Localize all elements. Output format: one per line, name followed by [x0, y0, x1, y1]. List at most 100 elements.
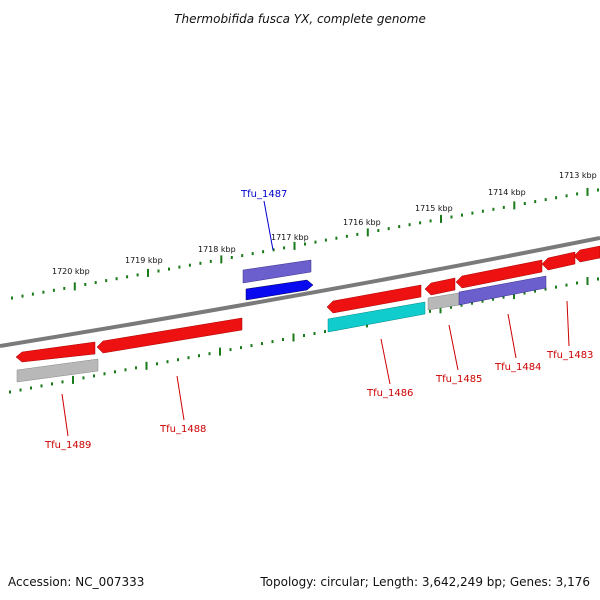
inner-tick — [103, 372, 106, 376]
outer-tick — [147, 268, 149, 277]
inner-tick — [19, 388, 22, 392]
outer-tick — [377, 229, 380, 232]
gene-arrow-tfu-1485[interactable] — [424, 277, 456, 296]
leader-tfu-1484 — [507, 313, 517, 359]
inner-tick — [324, 330, 326, 333]
outer-tick — [73, 282, 76, 291]
gene-label-tfu-1486[interactable]: Tfu_1486 — [366, 388, 413, 399]
feature-cyan-tfu-1486 — [327, 301, 426, 333]
outer-tick — [345, 234, 348, 238]
outer-tick — [188, 263, 191, 267]
inner-tick — [513, 291, 515, 300]
gene-label-tfu-1484[interactable]: Tfu_1484 — [494, 362, 541, 373]
feature-purple-tfu-1487 — [242, 259, 312, 284]
outer-tick — [178, 265, 181, 269]
gene-label-tfu-1485[interactable]: Tfu_1485 — [435, 374, 482, 385]
inner-tick — [565, 283, 568, 287]
kbp-label-1717: 1717 kbp — [271, 233, 309, 242]
inner-tick — [502, 295, 505, 299]
leader-tfu-1483 — [566, 300, 570, 347]
inner-tick — [250, 344, 253, 348]
feature-track — [15, 245, 600, 383]
map-title: Thermobifida fusca YX, complete genome — [174, 12, 426, 26]
accession-text: Accession: NC_007333 — [8, 575, 144, 589]
inner-tick — [523, 291, 526, 295]
gene-label-tfu-1483[interactable]: Tfu_1483 — [546, 350, 593, 361]
outer-tick — [481, 209, 484, 213]
gene-arrow-tfu-1488[interactable] — [96, 317, 243, 354]
inner-tick — [72, 375, 74, 384]
outer-tick — [366, 228, 369, 237]
kbp-label-1719: 1719 kbp — [125, 256, 163, 265]
outer-tick — [293, 241, 296, 250]
genome-summary-text: Topology: circular; Length: 3,642,249 bp… — [259, 575, 590, 589]
inner-tick — [450, 305, 452, 309]
gene-label-tfu-1487[interactable]: Tfu_1487 — [240, 189, 287, 200]
kbp-label-1716: 1716 kbp — [343, 218, 381, 227]
gene-arrow-tfu-1483a[interactable] — [541, 251, 576, 271]
outer-tick — [324, 238, 327, 242]
gene-arrow-tfu-1483b[interactable] — [573, 245, 600, 263]
inner-tick — [156, 362, 158, 366]
outer-tick — [356, 232, 359, 236]
leader-tfu-1488 — [176, 375, 185, 421]
kbp-label-1713: 1713 kbp — [559, 171, 597, 180]
gene-label-tfu-1488[interactable]: Tfu_1488 — [159, 424, 206, 435]
label-leaders — [61, 200, 570, 437]
inner-tick — [460, 303, 463, 307]
outer-tick — [534, 200, 537, 204]
gene-label-tfu-1489[interactable]: Tfu_1489 — [44, 440, 91, 451]
kbp-label-1715: 1715 kbp — [415, 204, 453, 213]
gene-arrow-tfu-1484[interactable] — [455, 259, 543, 289]
inner-tick — [555, 285, 557, 289]
outer-tick — [471, 211, 474, 215]
outer-tick — [63, 286, 66, 290]
feature-gray-tfu-1489 — [16, 358, 99, 383]
inner-tick — [282, 338, 284, 341]
inner-tick — [313, 332, 316, 335]
inner-tick — [429, 309, 431, 313]
outer-tick — [94, 281, 97, 285]
inner-tick — [30, 386, 32, 390]
gene-arrow-tfu-1487[interactable] — [245, 279, 314, 301]
outer-tick — [555, 196, 558, 200]
outer-tick — [251, 252, 254, 256]
inner-tick — [576, 281, 578, 285]
inner-tick — [240, 346, 242, 350]
genome-backbone — [0, 236, 600, 348]
outer-tick — [168, 267, 170, 271]
gene-arrow-tfu-1486[interactable] — [326, 284, 422, 314]
outer-tick — [209, 259, 212, 263]
outer-tick — [272, 248, 275, 252]
outer-tick — [502, 205, 505, 209]
gene-labels: Tfu_1489 Tfu_1488 Tfu_1487 Tfu_1486 Tfu_… — [44, 189, 593, 451]
inner-tick — [492, 297, 494, 301]
inner-tick — [208, 352, 211, 356]
feature-gray-tfu-1485 — [427, 292, 460, 311]
outer-tick — [230, 256, 233, 259]
gene-arrow-tfu-1489[interactable] — [15, 341, 96, 363]
outer-tick — [419, 221, 422, 225]
inner-tick — [177, 358, 179, 362]
outer-tick — [408, 223, 411, 227]
outer-tick — [31, 292, 34, 296]
outer-tick — [126, 275, 129, 279]
inner-tick — [61, 380, 64, 384]
leader-tfu-1485 — [448, 324, 459, 371]
feature-purple-tfu-1484 — [458, 275, 547, 306]
inner-tick — [9, 390, 11, 394]
inner-tick — [271, 340, 274, 344]
outer-tick — [429, 219, 432, 223]
outer-tick — [314, 240, 317, 244]
inner-tick — [219, 347, 221, 356]
inner-tick — [261, 342, 263, 346]
outer-tick — [199, 261, 202, 265]
inner-tick — [292, 333, 295, 342]
outer-tick — [576, 192, 579, 196]
outer-tick — [544, 198, 547, 202]
inner-tick — [586, 277, 589, 285]
inner-tick — [114, 370, 116, 374]
outer-tick — [513, 201, 516, 210]
outer-tick-row — [11, 187, 599, 300]
